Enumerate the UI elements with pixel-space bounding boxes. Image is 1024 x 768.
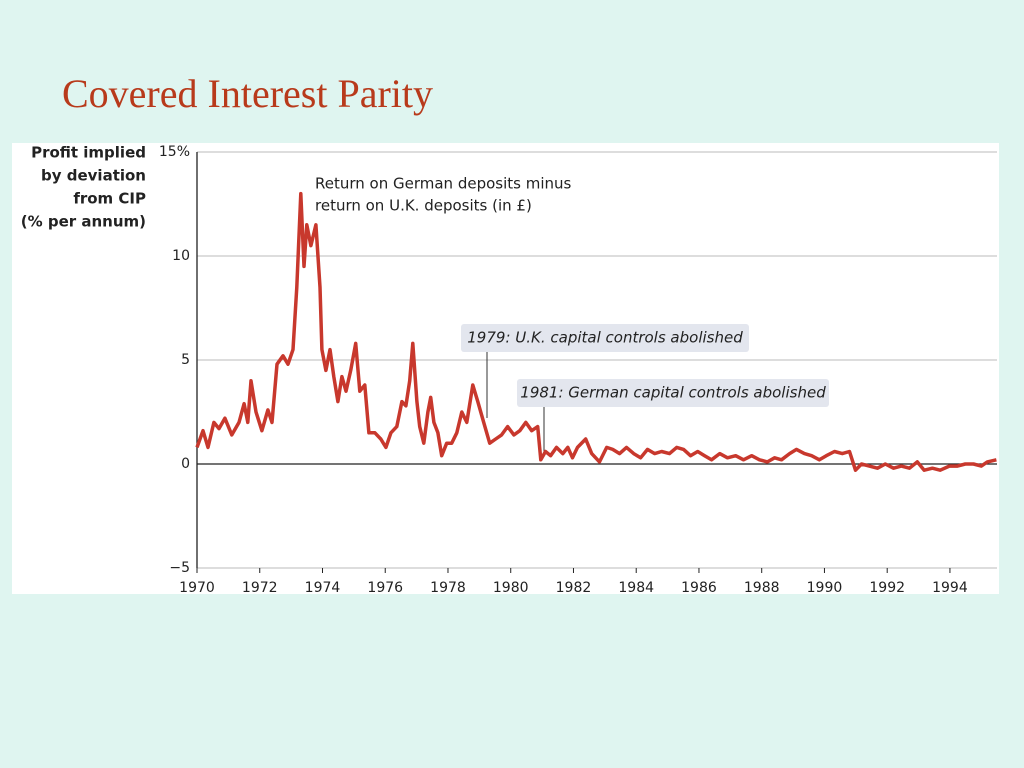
y-axis-label: from CIP — [73, 190, 146, 208]
x-tick-label: 1972 — [242, 580, 278, 596]
y-tick-label: 10 — [172, 248, 190, 264]
x-tick-label: 1978 — [430, 580, 466, 596]
y-axis-label: by deviation — [41, 167, 146, 185]
x-tick-label: 1982 — [556, 580, 592, 596]
x-tick-label: 1984 — [618, 580, 654, 596]
x-tick-label: 1974 — [305, 580, 341, 596]
y-tick-label: 15% — [159, 144, 190, 160]
annotation-box — [517, 379, 829, 407]
data-line — [195, 191, 997, 472]
y-axis-label: (% per annum) — [21, 213, 146, 231]
y-axis-label: Profit implied — [31, 144, 146, 162]
y-tick-label: 0 — [181, 456, 190, 472]
line-note: Return on German deposits minus — [315, 175, 572, 193]
slide-title: Covered Interest Parity — [62, 71, 433, 116]
chart-background — [12, 143, 999, 594]
x-tick-label: 1990 — [807, 580, 843, 596]
y-tick-label: 5 — [181, 352, 190, 368]
x-tick-label: 1992 — [869, 580, 905, 596]
x-tick-label: 1986 — [681, 580, 717, 596]
x-tick-label: 1988 — [744, 580, 780, 596]
x-tick-label: 1980 — [493, 580, 529, 596]
x-tick-label: 1994 — [932, 580, 968, 596]
line-note: return on U.K. deposits (in £) — [315, 197, 532, 215]
annotation: 1981: German capital controls abolished — [520, 384, 826, 402]
x-tick-label: 1976 — [367, 580, 403, 596]
y-tick-label: −5 — [169, 560, 190, 576]
annotation-box — [461, 324, 749, 352]
x-tick-label: 1970 — [179, 580, 215, 596]
annotation: 1979: U.K. capital controls abolished — [467, 329, 743, 347]
